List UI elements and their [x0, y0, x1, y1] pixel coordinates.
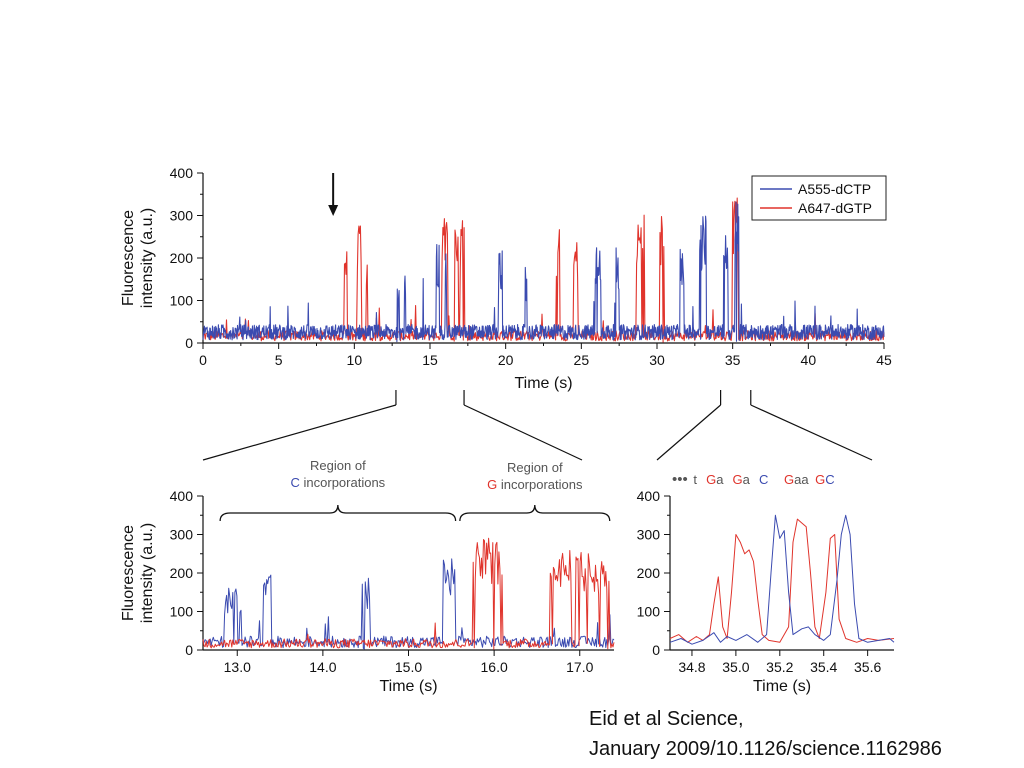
x-tick-label: 35	[725, 352, 741, 368]
sequence-base: G	[730, 472, 743, 487]
axes: 13.0 14.0 15.0 16.0 17.0 0 100 200 300 400 Time (s…	[120, 488, 614, 695]
x-tick-label: 25	[574, 352, 590, 368]
series-line-a555-dctp	[669, 514, 895, 645]
y-tick-label: 100	[170, 604, 194, 620]
zoom-line	[463, 404, 583, 461]
x-tick-label: 40	[801, 352, 817, 368]
sequence-annotation: ••• t Ga Ga C Gaa GC	[672, 471, 835, 488]
y-tick-label: 0	[652, 642, 660, 658]
x-tick-label: 17.0	[566, 659, 593, 675]
x-axis-label: Time (s)	[753, 678, 811, 695]
region-label-line-2: G incorporations	[487, 477, 583, 492]
y-tick-label: 400	[170, 488, 194, 504]
legend: A555-dCTP A647-dGTP	[751, 175, 887, 221]
citation: Eid et al Science, January 2009/10.1126/…	[589, 704, 942, 764]
x-tick-label: 30	[649, 352, 665, 368]
y-tick-label: 100	[637, 604, 661, 620]
axes: 0 5 10 15 20 25 30 35 40 45 0 100 200 300 400 Time (s) F…	[120, 165, 892, 392]
y-axis-label: Fluorescence intensity (a.u.)	[120, 208, 156, 308]
series-line-a555-dctp	[202, 201, 885, 343]
region-label-letter: C	[291, 475, 300, 490]
legend-label: A647-dGTP	[798, 200, 872, 216]
x-tick-label: 10	[347, 352, 363, 368]
arrow-head	[328, 205, 339, 216]
y-tick-label: 200	[170, 250, 194, 266]
series-line-a647-dgtp	[669, 518, 895, 643]
x-tick-label: 35.4	[810, 659, 837, 675]
sequence-text: ••• t Ga Ga C Gaa GC	[672, 471, 835, 488]
x-tick-label: 16.0	[481, 659, 508, 675]
y-tick-label: 0	[185, 335, 193, 351]
region-label-letter: G	[487, 477, 497, 492]
x-tick-label: 34.8	[678, 659, 705, 675]
zoom-line	[202, 404, 397, 461]
sequence-base: C	[825, 472, 834, 487]
region-brace	[459, 504, 611, 522]
axes: 34.8 35.0 35.2 35.4 35.6 0 100 200 300 400 Time (s…	[637, 488, 894, 695]
sequence-base: t	[691, 472, 704, 487]
y-axis-label-line-1: Fluorescence	[120, 210, 137, 306]
sequence-base: G	[703, 472, 716, 487]
x-tick-label: 35.2	[766, 659, 793, 675]
y-tick-label: 300	[170, 527, 194, 543]
series-line-a647-dgtp	[202, 537, 615, 650]
y-axis-label-line-2: intensity (a.u.)	[139, 208, 156, 308]
x-tick-label: 14.0	[309, 659, 336, 675]
sequence-base: •••	[672, 471, 691, 488]
sequence-base: G	[781, 472, 794, 487]
x-tick-label: 45	[876, 352, 892, 368]
region-annotation: Region of C incorporations	[219, 458, 457, 522]
region-label-line-1: Region of	[507, 460, 563, 475]
y-axis-label: Fluorescence intensity (a.u.)	[120, 523, 156, 623]
x-axis-label: Time (s)	[514, 375, 572, 392]
annotation-arrow	[328, 173, 339, 216]
x-tick-label: 15	[422, 352, 438, 368]
zoom-connectors-left	[202, 390, 583, 461]
y-tick-label: 300	[170, 208, 194, 224]
region-annotation: Region of G incorporations	[459, 460, 611, 522]
zoom-line	[750, 404, 873, 461]
legend-label: A555-dCTP	[798, 181, 871, 197]
x-tick-label: 5	[275, 352, 283, 368]
x-tick-label: 0	[199, 352, 207, 368]
y-tick-label: 200	[170, 565, 194, 581]
zoom-left-chart: 13.0 14.0 15.0 16.0 17.0 0 100 200 300 400 Time (s…	[120, 390, 615, 695]
x-tick-label: 20	[498, 352, 514, 368]
region-label-rest: incorporations	[497, 477, 583, 492]
region-label-line-1: Region of	[310, 458, 366, 473]
y-tick-label: 200	[637, 565, 661, 581]
x-tick-label: 13.0	[224, 659, 251, 675]
x-tick-label: 35.6	[854, 659, 881, 675]
citation-line-2: January 2009/10.1126/science.1162986	[589, 738, 942, 760]
y-tick-label: 400	[170, 165, 194, 181]
legend-box	[751, 175, 887, 221]
zoom-connectors-right	[656, 390, 873, 461]
y-tick-label: 0	[185, 642, 193, 658]
y-tick-label: 100	[170, 293, 194, 309]
region-label-line-2: C incorporations	[291, 475, 386, 490]
zoom-right-chart: 34.8 35.0 35.2 35.4 35.6 0 100 200 300 400 Time (s…	[637, 390, 895, 695]
region-brace	[219, 504, 457, 522]
x-tick-label: 15.0	[395, 659, 422, 675]
sequence-base: G	[815, 472, 825, 487]
sequence-base: a	[743, 472, 757, 487]
x-tick-label: 35.0	[722, 659, 749, 675]
zoom-line	[656, 404, 722, 461]
y-axis-label-line-2: intensity (a.u.)	[139, 523, 156, 623]
sequence-base: a	[716, 472, 730, 487]
region-label-rest: incorporations	[300, 475, 386, 490]
sequence-base: aa	[794, 472, 815, 487]
y-tick-label: 400	[637, 488, 661, 504]
citation-line-1: Eid et al Science,	[589, 708, 744, 730]
x-axis-label: Time (s)	[379, 678, 437, 695]
overview-chart: 0 5 10 15 20 25 30 35 40 45 0 100 200 300 400 Time (s) F…	[120, 165, 892, 392]
y-tick-label: 300	[637, 527, 661, 543]
y-axis-label-line-1: Fluorescence	[120, 525, 137, 621]
sequence-base: C	[756, 472, 781, 487]
